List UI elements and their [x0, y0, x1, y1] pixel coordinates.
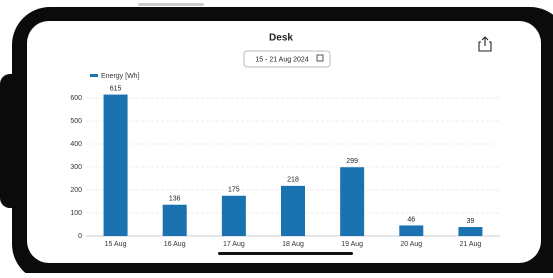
screenshot: Desk 15 - 21 Aug 2024 0 100 200 300 400 500 60…: [0, 0, 553, 273]
home-indicator: [218, 252, 353, 255]
bar: [340, 167, 364, 236]
value-label: 39: [467, 218, 475, 225]
date-range: 15 - 21 Aug 2024: [255, 56, 308, 63]
value-label: 136: [169, 196, 181, 203]
y-tick-label: 0: [78, 233, 82, 240]
side-button: [138, 3, 204, 6]
y-tick-label: 500: [70, 118, 82, 125]
x-tick-label: 20 Aug: [400, 241, 422, 248]
bar: [222, 196, 246, 236]
value-label: 46: [407, 216, 415, 223]
bar: [104, 95, 128, 236]
legend-label: Energy [Wh]: [101, 73, 140, 80]
x-tick-label: 16 Aug: [164, 241, 186, 248]
legend-swatch: [90, 74, 98, 77]
x-tick-label: 17 Aug: [223, 241, 245, 248]
bar: [281, 186, 305, 236]
x-tick-label: 21 Aug: [460, 241, 482, 248]
x-tick-label: 19 Aug: [341, 241, 363, 248]
x-tick-label: 15 Aug: [105, 241, 127, 248]
bar: [399, 225, 423, 236]
bar: [458, 227, 482, 236]
value-label: 218: [287, 177, 299, 184]
page-title: Desk: [269, 33, 293, 44]
x-tick-label: 18 Aug: [282, 241, 304, 248]
y-tick-label: 100: [70, 210, 82, 217]
y-tick-label: 600: [70, 95, 82, 102]
value-label: 615: [110, 85, 122, 92]
value-label: 175: [228, 187, 240, 194]
y-tick-label: 300: [70, 164, 82, 171]
bar: [163, 205, 187, 236]
y-tick-label: 200: [70, 187, 82, 194]
y-tick-label: 400: [70, 141, 82, 148]
value-label: 299: [346, 158, 358, 165]
